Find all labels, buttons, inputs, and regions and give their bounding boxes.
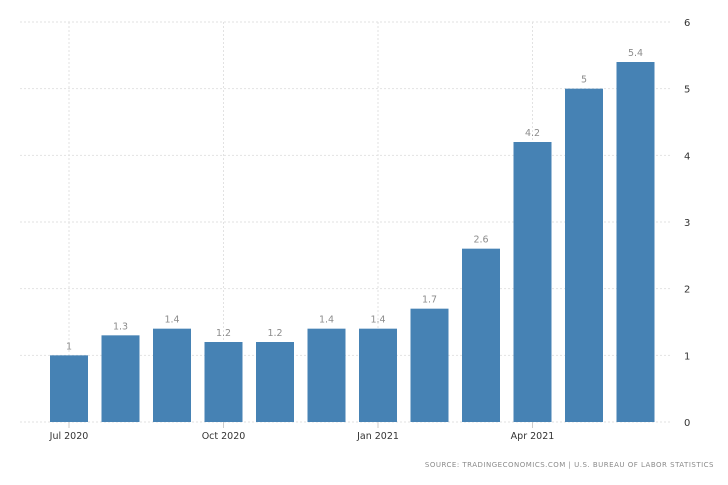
y-tick-label: 6 xyxy=(684,18,690,29)
data-label: 1.4 xyxy=(319,315,334,326)
data-label: 4.2 xyxy=(525,128,540,139)
bar xyxy=(359,328,397,422)
y-tick-label: 2 xyxy=(684,285,690,296)
y-tick-label: 1 xyxy=(684,351,690,362)
x-tick-label: Apr 2021 xyxy=(511,431,555,442)
data-label: 1.2 xyxy=(267,328,282,339)
y-tick-label: 4 xyxy=(684,151,690,162)
bar xyxy=(565,88,603,423)
y-tick-label: 5 xyxy=(684,85,690,96)
y-tick-label: 3 xyxy=(684,218,690,229)
data-label: 1.3 xyxy=(113,321,128,332)
data-label: 1.7 xyxy=(422,295,437,306)
bar xyxy=(153,328,191,422)
data-label: 1 xyxy=(66,341,72,352)
x-tick-label: Oct 2020 xyxy=(202,431,246,442)
data-label: 1.4 xyxy=(164,315,179,326)
y-tick-label: 0 xyxy=(684,418,690,429)
bar xyxy=(50,355,88,422)
bar xyxy=(513,142,552,422)
source-note: SOURCE: TRADINGECONOMICS.COM | U.S. BURE… xyxy=(424,461,714,469)
bar xyxy=(204,342,243,422)
data-label: 1.4 xyxy=(370,315,385,326)
data-label: 1.2 xyxy=(216,328,231,339)
x-tick-label: Jul 2020 xyxy=(49,431,89,442)
bar xyxy=(410,308,449,422)
data-label: 5 xyxy=(581,75,587,86)
bar xyxy=(462,248,500,422)
data-label: 2.6 xyxy=(473,235,488,246)
bar xyxy=(101,335,140,422)
bar xyxy=(307,328,346,422)
x-tick-label: Jan 2021 xyxy=(356,431,399,442)
data-label: 5.4 xyxy=(628,48,643,59)
bar xyxy=(616,62,655,422)
bar xyxy=(256,342,294,422)
